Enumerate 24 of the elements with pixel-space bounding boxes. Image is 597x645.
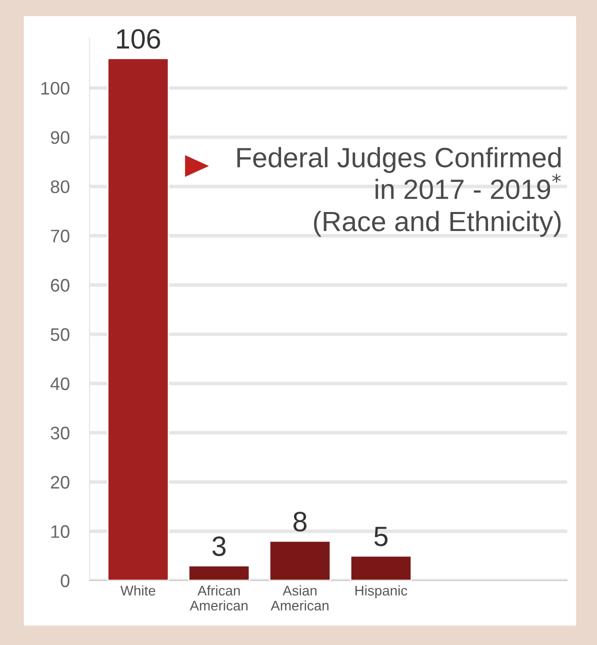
y-tick-label: 60	[50, 278, 70, 292]
y-tick-label: 90	[50, 131, 70, 144]
y-tick-label: 100	[41, 82, 70, 95]
y-tick-label: 10	[51, 525, 70, 538]
y-tick-label: 40	[50, 377, 70, 390]
bar	[350, 555, 412, 580]
y-tick-label: 70	[50, 230, 70, 242]
bar	[268, 540, 332, 580]
x-tick-label: Asian American	[270, 585, 328, 611]
y-tick-label: 20	[50, 476, 70, 489]
y-tick-label: 80	[50, 180, 70, 194]
bar	[188, 565, 250, 580]
data-label: 5	[374, 526, 388, 546]
x-tick-label: White	[120, 585, 156, 596]
y-tick-label: 30	[50, 426, 70, 440]
x-tick-label: Hispanic	[355, 585, 408, 598]
bar	[107, 58, 170, 580]
x-tick-label: African American	[190, 585, 248, 611]
data-label: 106	[117, 29, 160, 49]
y-tick-label: 0	[60, 574, 70, 588]
data-label: 3	[212, 536, 226, 556]
y-tick-label: 50	[50, 328, 70, 341]
chart-title: Federal Judges Confirmed in 2017 - 2019$^{*}$ (Race and Ethnicity)	[237, 147, 561, 237]
data-label: 8	[294, 512, 307, 532]
